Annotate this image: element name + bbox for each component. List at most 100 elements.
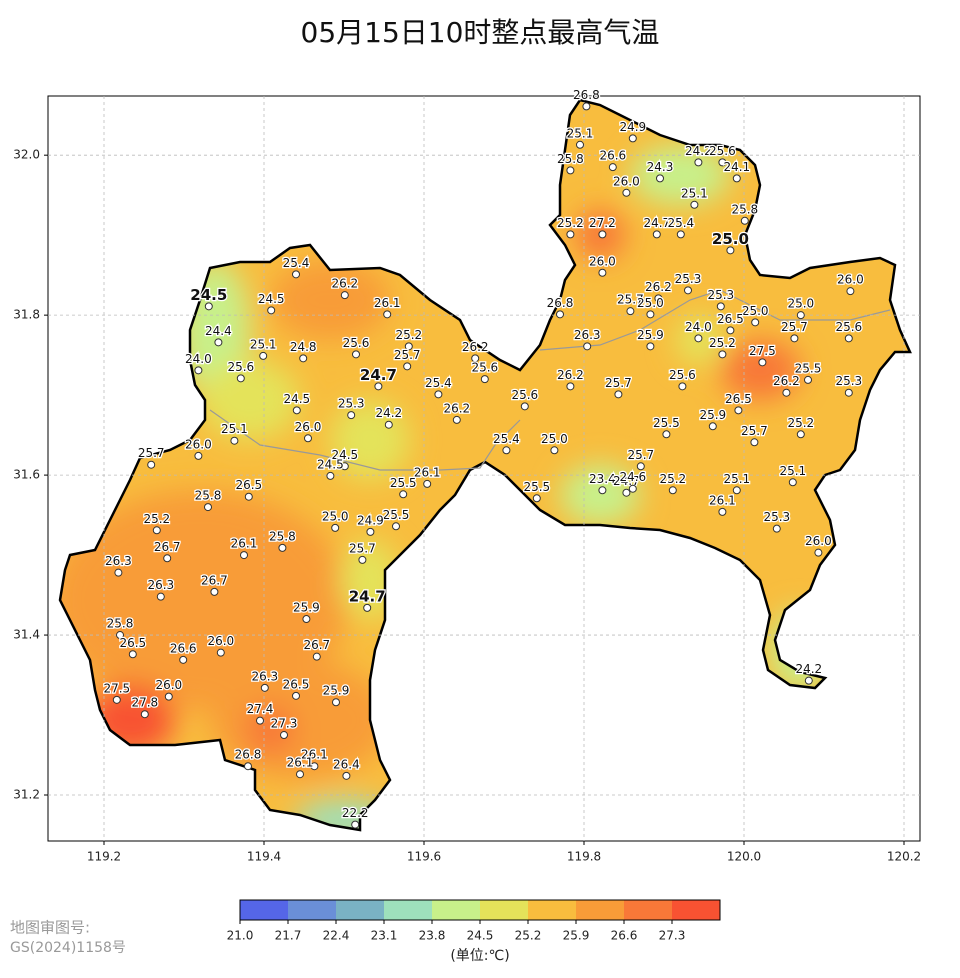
- station-marker: [716, 302, 725, 311]
- station-value: 25.4: [667, 216, 694, 230]
- station-marker: [236, 374, 245, 383]
- station-value: 24.2: [375, 406, 402, 420]
- station-value: 25.8: [731, 202, 758, 216]
- station-value: 25.5: [795, 361, 822, 375]
- station-value: 26.6: [170, 641, 197, 655]
- station-value: 27.5: [103, 681, 130, 695]
- station-value: 25.0: [787, 297, 814, 311]
- station-value: 24.0: [185, 352, 212, 366]
- station-value: 25.5: [383, 508, 410, 522]
- station-value: 24.5: [258, 292, 285, 306]
- y-tick-label: 31.4: [13, 628, 40, 642]
- station-value: 25.5: [653, 416, 680, 430]
- station-marker: [332, 698, 340, 707]
- x-tick-label: 119.8: [567, 850, 601, 864]
- station-value: 25.7: [781, 320, 808, 334]
- station-value: 25.4: [425, 376, 452, 390]
- station-marker: [156, 592, 165, 601]
- station-value: 24.7: [349, 587, 386, 605]
- station-value: 26.2: [443, 401, 470, 415]
- colorbar-bin: [624, 900, 672, 920]
- colorbar-bin: [528, 900, 576, 920]
- station-marker: [240, 551, 248, 560]
- station-value: 25.7: [138, 446, 165, 460]
- station-marker: [718, 158, 727, 167]
- station-marker: [403, 362, 412, 371]
- station-marker: [304, 434, 312, 443]
- station-marker: [750, 438, 759, 447]
- station-marker: [718, 350, 727, 359]
- station-marker: [694, 334, 703, 343]
- station-value: 26.8: [235, 748, 262, 762]
- station-value: 24.5: [317, 457, 344, 471]
- station-marker: [292, 270, 300, 279]
- station-value: 25.7: [741, 424, 768, 438]
- station-marker: [299, 354, 308, 363]
- station-marker: [788, 478, 797, 487]
- station-value: 26.3: [147, 578, 174, 592]
- colorbar-tick-label: 25.2: [515, 929, 542, 943]
- station-marker: [844, 334, 853, 343]
- station-value: 24.3: [647, 160, 674, 174]
- station-value: 24.8: [290, 340, 317, 354]
- station-marker: [260, 683, 269, 692]
- station-value: 25.9: [323, 684, 350, 698]
- station-marker: [302, 615, 311, 624]
- station-value: 26.0: [295, 420, 322, 434]
- station-marker: [532, 494, 541, 503]
- station-value: 26.3: [574, 328, 601, 342]
- station-value: 26.5: [235, 478, 262, 492]
- station-value: 26.5: [119, 636, 146, 650]
- station-marker: [708, 422, 717, 431]
- station-marker: [676, 230, 685, 239]
- station-marker: [622, 488, 631, 497]
- station-marker: [296, 770, 304, 779]
- station-value: 25.1: [723, 472, 750, 486]
- station-marker: [796, 311, 805, 320]
- station-value: 26.2: [645, 280, 672, 294]
- station-marker: [358, 555, 367, 564]
- station-marker: [751, 318, 760, 327]
- station-marker: [452, 415, 461, 424]
- station-marker: [782, 388, 791, 397]
- station-marker: [112, 695, 121, 704]
- station-marker: [423, 479, 432, 488]
- station-value: 26.2: [773, 374, 800, 388]
- station-value: 26.1: [231, 537, 258, 551]
- station-marker: [814, 548, 823, 557]
- y-tick-label: 31.6: [13, 468, 40, 482]
- station-marker: [502, 446, 511, 455]
- station-marker: [566, 382, 575, 391]
- station-marker: [622, 188, 631, 197]
- station-marker: [471, 354, 480, 363]
- station-value: 25.8: [269, 529, 296, 543]
- station-marker: [194, 451, 203, 460]
- station-value: 26.1: [709, 493, 736, 507]
- station-marker: [772, 524, 781, 533]
- station-value: 26.8: [547, 296, 574, 310]
- station-marker: [292, 406, 301, 415]
- station-marker: [116, 631, 124, 640]
- colorbar-bin: [576, 900, 624, 920]
- station-value: 26.7: [303, 638, 330, 652]
- station-marker: [392, 522, 400, 531]
- station-marker: [267, 306, 276, 315]
- colorbar-tick-label: 27.3: [659, 929, 686, 943]
- station-value: 24.2: [795, 662, 822, 676]
- station-value: 27.5: [749, 344, 776, 358]
- station-value: 26.2: [331, 277, 358, 291]
- station-value: 25.7: [394, 348, 421, 362]
- station-marker: [668, 486, 677, 495]
- y-tick-label: 31.2: [13, 788, 40, 802]
- station-value: 26.1: [287, 756, 314, 770]
- station-value: 26.0: [185, 437, 212, 451]
- station-value: 25.0: [742, 304, 769, 318]
- station-value: 24.1: [723, 160, 750, 174]
- station-value: 24.5: [331, 448, 358, 462]
- station-value: 26.8: [573, 88, 600, 102]
- chart-title: 05月15日10时整点最高气温: [301, 16, 660, 49]
- station-marker: [404, 342, 413, 351]
- station-marker: [312, 652, 321, 661]
- station-marker: [646, 342, 655, 351]
- station-value: 24.5: [283, 392, 310, 406]
